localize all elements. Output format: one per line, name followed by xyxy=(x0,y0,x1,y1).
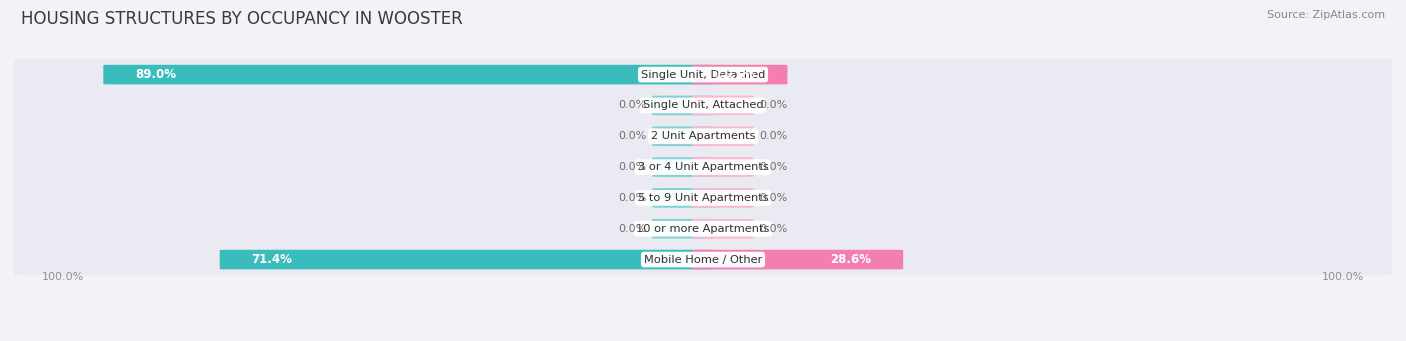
FancyBboxPatch shape xyxy=(692,219,754,239)
Text: 0.0%: 0.0% xyxy=(759,162,787,172)
FancyBboxPatch shape xyxy=(692,250,903,269)
FancyBboxPatch shape xyxy=(652,219,714,239)
FancyBboxPatch shape xyxy=(0,151,1406,183)
FancyBboxPatch shape xyxy=(104,65,714,85)
FancyBboxPatch shape xyxy=(0,121,1406,152)
FancyBboxPatch shape xyxy=(692,127,754,146)
FancyBboxPatch shape xyxy=(692,95,754,115)
FancyBboxPatch shape xyxy=(0,213,1406,244)
Text: 0.0%: 0.0% xyxy=(759,193,787,203)
Text: 3 or 4 Unit Apartments: 3 or 4 Unit Apartments xyxy=(638,162,768,172)
Text: Mobile Home / Other: Mobile Home / Other xyxy=(644,255,762,265)
Text: Single Unit, Detached: Single Unit, Detached xyxy=(641,70,765,79)
Text: 0.0%: 0.0% xyxy=(759,101,787,110)
Text: 89.0%: 89.0% xyxy=(135,68,176,81)
Text: 0.0%: 0.0% xyxy=(619,131,647,141)
Text: 2 Unit Apartments: 2 Unit Apartments xyxy=(651,131,755,141)
Text: Source: ZipAtlas.com: Source: ZipAtlas.com xyxy=(1267,10,1385,20)
FancyBboxPatch shape xyxy=(0,182,1406,213)
Text: 0.0%: 0.0% xyxy=(619,224,647,234)
Text: 0.0%: 0.0% xyxy=(619,101,647,110)
Text: 28.6%: 28.6% xyxy=(831,253,872,266)
Text: 0.0%: 0.0% xyxy=(619,193,647,203)
FancyBboxPatch shape xyxy=(0,90,1406,121)
FancyBboxPatch shape xyxy=(652,157,714,177)
Text: HOUSING STRUCTURES BY OCCUPANCY IN WOOSTER: HOUSING STRUCTURES BY OCCUPANCY IN WOOST… xyxy=(21,10,463,28)
FancyBboxPatch shape xyxy=(692,65,787,85)
FancyBboxPatch shape xyxy=(0,244,1406,275)
Text: 0.0%: 0.0% xyxy=(759,224,787,234)
Text: 10 or more Apartments: 10 or more Apartments xyxy=(637,224,769,234)
FancyBboxPatch shape xyxy=(692,157,754,177)
Text: 0.0%: 0.0% xyxy=(759,131,787,141)
FancyBboxPatch shape xyxy=(219,250,714,269)
Text: 5 to 9 Unit Apartments: 5 to 9 Unit Apartments xyxy=(638,193,768,203)
Text: 11.1%: 11.1% xyxy=(716,68,756,81)
FancyBboxPatch shape xyxy=(652,127,714,146)
Text: 0.0%: 0.0% xyxy=(619,162,647,172)
FancyBboxPatch shape xyxy=(0,59,1406,90)
FancyBboxPatch shape xyxy=(652,188,714,208)
FancyBboxPatch shape xyxy=(692,188,754,208)
Text: 100.0%: 100.0% xyxy=(1322,272,1364,282)
FancyBboxPatch shape xyxy=(652,95,714,115)
Text: Single Unit, Attached: Single Unit, Attached xyxy=(643,101,763,110)
Text: 71.4%: 71.4% xyxy=(252,253,292,266)
Text: 100.0%: 100.0% xyxy=(42,272,84,282)
